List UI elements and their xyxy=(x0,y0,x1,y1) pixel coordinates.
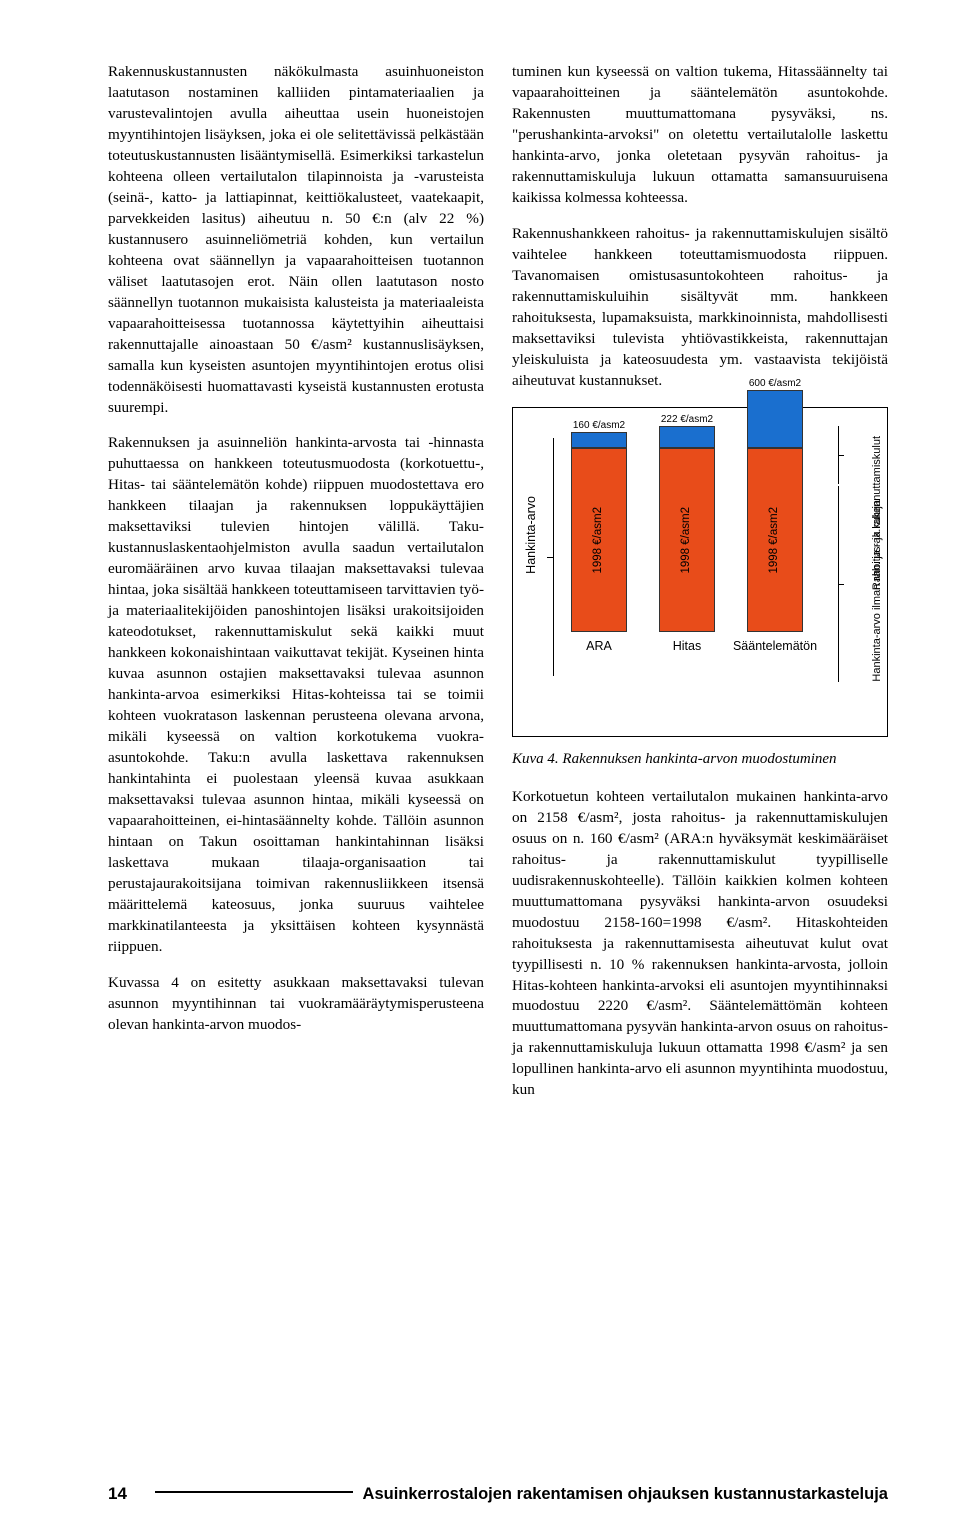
left-para-2: Rakennuksen ja asuinneliön hankinta-arvo… xyxy=(108,433,484,957)
bar-col-ara: 160 €/asm2 1998 €/asm2 ARA xyxy=(566,432,632,655)
right-para-2: Rakennushankkeen rahoitus- ja rakennutta… xyxy=(512,224,888,392)
brace-left xyxy=(547,438,559,676)
bar-base-seg: 1998 €/asm2 xyxy=(747,448,803,632)
bar-base-label: 1998 €/asm2 xyxy=(767,507,783,574)
bar-base-label: 1998 €/asm2 xyxy=(679,507,695,574)
bar-col-hitas: 222 €/asm2 1998 €/asm2 Hitas xyxy=(654,426,720,655)
two-column-layout: Rakennuskustannusten näkökulmasta asuinh… xyxy=(108,62,888,1101)
chart-caption: Kuva 4. Rakennuksen hankinta-arvon muodo… xyxy=(512,749,888,769)
right-axis-labels: Rahoitus- ja rakennuttamiskulut Hankinta… xyxy=(835,426,883,682)
bar-top-label: 160 €/asm2 xyxy=(573,419,625,433)
bar-stack: 600 €/asm2 1998 €/asm2 xyxy=(747,390,803,632)
right-column: tuminen kun kyseessä on valtion tukema, … xyxy=(512,62,888,1101)
bar-stack: 160 €/asm2 1998 €/asm2 xyxy=(571,432,627,632)
bar-category: Sääntelemätön xyxy=(733,638,817,655)
bars-row: 160 €/asm2 1998 €/asm2 ARA 222 €/asm2 xyxy=(561,426,813,656)
bar-base-seg: 1998 €/asm2 xyxy=(659,448,715,632)
bar-base-seg: 1998 €/asm2 xyxy=(571,448,627,632)
right-para-1: tuminen kun kyseessä on valtion tukema, … xyxy=(512,62,888,209)
right-para-3: Korkotuetun kohteen vertailutalon mukain… xyxy=(512,787,888,1102)
footer-rule xyxy=(155,1491,353,1493)
chart-frame: Hankinta-arvo 160 €/asm2 1998 €/asm2 xyxy=(512,407,888,737)
bar-category: ARA xyxy=(586,638,612,655)
right-label-bottom: Hankinta-arvo ilman rah. ja rak.kuluja xyxy=(871,500,883,682)
bar-base-label: 1998 €/asm2 xyxy=(591,507,607,574)
bar-top-label: 222 €/asm2 xyxy=(661,413,713,427)
bar-top-seg: 160 €/asm2 xyxy=(571,432,627,448)
bar-top-seg: 222 €/asm2 xyxy=(659,426,715,448)
page-number: 14 xyxy=(108,1484,127,1504)
bar-top-label: 600 €/asm2 xyxy=(749,377,801,391)
bar-col-free: 600 €/asm2 1998 €/asm2 Sääntelemätön xyxy=(742,390,808,655)
bar-stack: 222 €/asm2 1998 €/asm2 xyxy=(659,426,715,632)
chart-block: Hankinta-arvo 160 €/asm2 1998 €/asm2 xyxy=(512,407,888,769)
page-footer: 14 Asuinkerrostalojen rakentamisen ohjau… xyxy=(108,1484,888,1504)
footer-title: Asuinkerrostalojen rakentamisen ohjaukse… xyxy=(363,1485,888,1504)
bar-category: Hitas xyxy=(673,638,701,655)
left-para-1: Rakennuskustannusten näkökulmasta asuinh… xyxy=(108,62,484,418)
left-para-3: Kuvassa 4 on esitetty asukkaan maksettav… xyxy=(108,973,484,1036)
left-column: Rakennuskustannusten näkökulmasta asuinh… xyxy=(108,62,484,1101)
bar-top-seg: 600 €/asm2 xyxy=(747,390,803,448)
left-axis-label: Hankinta-arvo xyxy=(523,496,540,574)
